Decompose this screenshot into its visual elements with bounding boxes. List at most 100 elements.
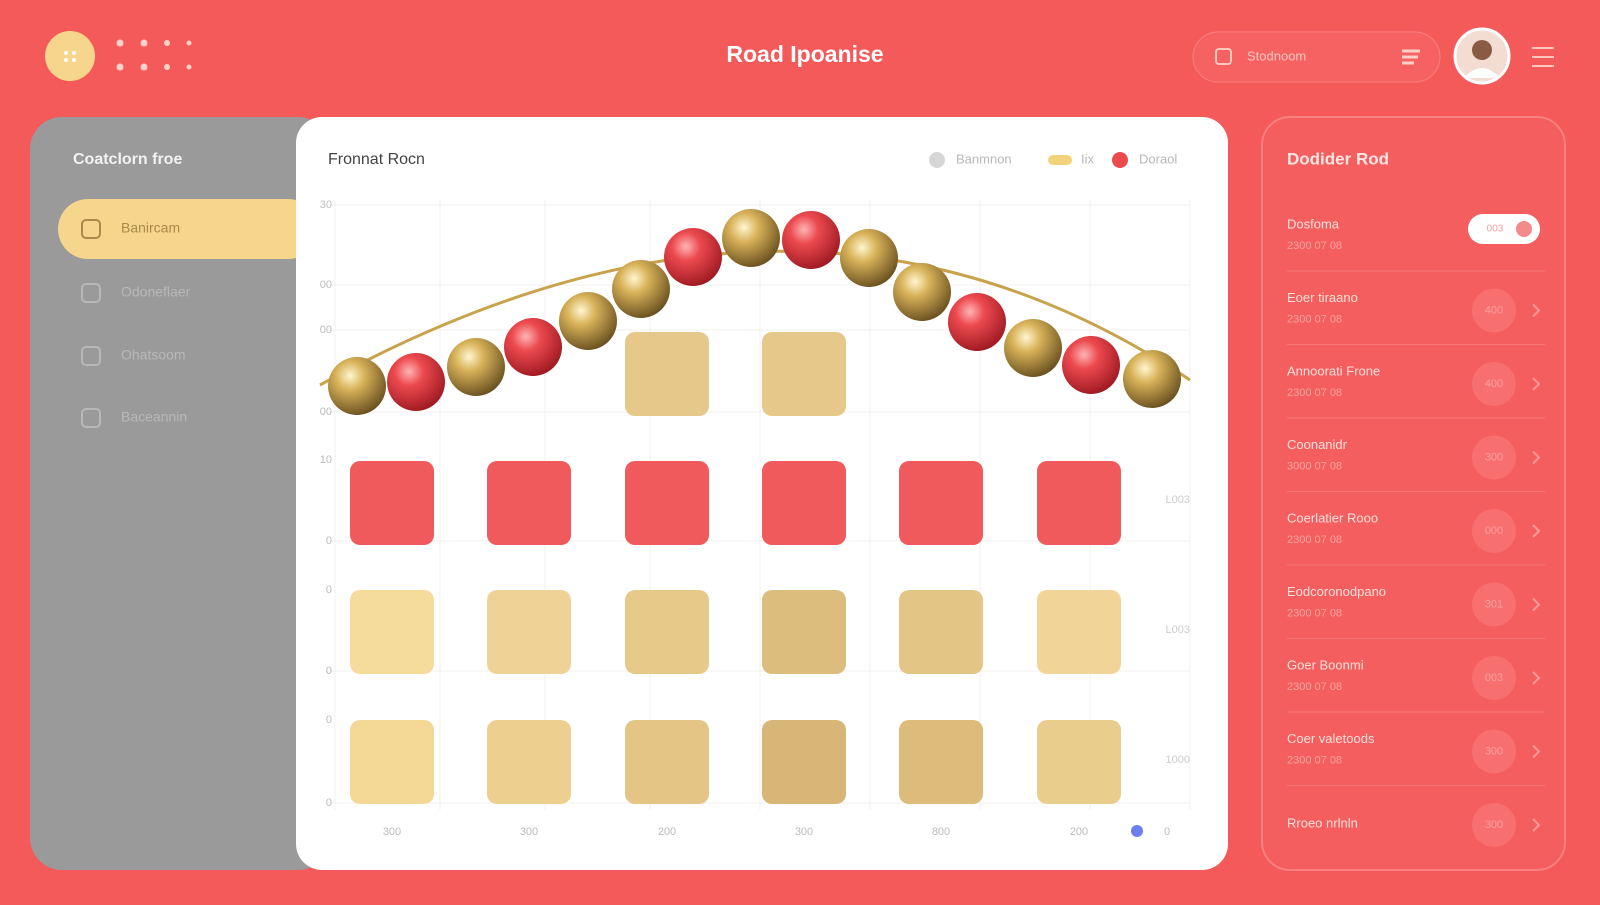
legend-label[interactable]: Iix — [1081, 151, 1095, 166]
bead — [893, 263, 951, 321]
chevron[interactable] — [1532, 303, 1541, 318]
nav-item[interactable]: Baceannin — [121, 409, 187, 425]
tile — [762, 332, 846, 416]
list-item-name[interactable]: Rroeo nrlnln — [1287, 815, 1358, 830]
chevron[interactable] — [1532, 450, 1541, 465]
x-label: 300 — [520, 826, 538, 838]
list-badge-bg — [1472, 509, 1516, 553]
y-label: 10 — [320, 454, 332, 466]
chevron[interactable] — [1532, 524, 1541, 538]
chevron[interactable] — [1532, 377, 1541, 391]
tile — [350, 461, 434, 545]
sidebar-active — [58, 199, 318, 259]
bead-string — [319, 249, 1191, 387]
list-item-name[interactable]: Goer Boonmi — [1287, 657, 1364, 672]
list-item-name[interactable]: Coer valetoods — [1287, 731, 1375, 746]
chevron[interactable] — [1532, 671, 1541, 685]
list-badge-bg — [1472, 729, 1516, 774]
nav-icon — [81, 408, 101, 428]
list-item-sub: 2300 07 08 — [1287, 607, 1342, 619]
list-item-name[interactable]: Eodcoronodpano — [1287, 584, 1386, 599]
tile — [625, 461, 709, 545]
corner-dot — [1131, 825, 1143, 837]
y-label: 00 — [320, 406, 332, 418]
list-badge: 301 — [1485, 598, 1503, 610]
list-badge-bg — [1472, 803, 1516, 847]
filter-icon[interactable] — [1402, 49, 1420, 65]
y-label: 0 — [326, 797, 332, 809]
tile — [899, 590, 983, 674]
list-item-name[interactable]: Coonanidr — [1287, 437, 1348, 452]
chevron[interactable] — [1532, 597, 1541, 612]
sidebar-title: Coatclorn froe — [73, 151, 182, 168]
y-label-right: L003 — [1166, 494, 1190, 506]
nav-icon — [81, 346, 101, 366]
y-label: 0 — [326, 714, 332, 726]
bead — [328, 357, 386, 415]
chevron[interactable] — [1532, 744, 1541, 759]
list-item-sub: 2300 07 08 — [1287, 681, 1342, 693]
logo-dots — [64, 51, 76, 62]
list-badge-bg — [1472, 362, 1516, 406]
bead — [504, 318, 562, 376]
bead — [447, 338, 505, 396]
bead — [387, 353, 445, 411]
list-item-name[interactable]: Coerlatier Rooo — [1287, 510, 1378, 525]
list-badge: 300 — [1485, 451, 1503, 463]
nav-item[interactable]: Odoneflaer — [121, 284, 191, 300]
bead — [1062, 336, 1120, 394]
corner-label: 0 — [1164, 826, 1170, 838]
legend-label[interactable]: Banmnon — [956, 151, 1012, 166]
list-item-name[interactable]: Annoorati Frone — [1287, 363, 1380, 378]
list-item-sub: 2300 07 08 — [1287, 754, 1342, 766]
list-item-name[interactable]: Dosfoma — [1287, 216, 1340, 231]
list-item-sub: 2300 07 08 — [1287, 534, 1342, 546]
list-item-sub: 2300 07 08 — [1287, 240, 1342, 252]
tile — [487, 461, 571, 545]
avatar-body — [1464, 68, 1500, 78]
nav-icon — [81, 219, 101, 239]
bead — [612, 260, 670, 318]
list-badge: 300 — [1485, 745, 1503, 757]
y-label: 0 — [326, 665, 332, 677]
tile — [1037, 720, 1121, 804]
menu-icon[interactable] — [1532, 47, 1554, 67]
legend-label[interactable]: Doraol — [1139, 151, 1177, 166]
search-box[interactable] — [1192, 31, 1441, 83]
chevron[interactable] — [1532, 818, 1541, 832]
tile — [899, 720, 983, 804]
bead — [722, 209, 780, 267]
y-label-right: 1000 — [1166, 754, 1190, 766]
tile — [762, 720, 846, 804]
tile — [899, 461, 983, 545]
nav-item[interactable]: Ohatsoom — [121, 347, 186, 363]
bead — [1123, 350, 1181, 408]
list-badge: 300 — [1485, 819, 1503, 831]
y-label: 0 — [326, 535, 332, 547]
search-placeholder: Stodnoom — [1247, 48, 1306, 63]
list-item-sub: 3000 07 08 — [1287, 460, 1342, 472]
nav-item[interactable]: Banircam — [121, 220, 180, 236]
tile — [487, 720, 571, 804]
list-badge: 003 — [1487, 224, 1504, 235]
avatar-head — [1472, 40, 1492, 60]
y-label: 00 — [320, 324, 332, 336]
x-label: 300 — [383, 826, 401, 838]
y-label-right: L003 — [1166, 624, 1190, 636]
list-item-sub: 2300 07 08 — [1287, 387, 1342, 399]
list-badge-bg — [1472, 435, 1516, 480]
bead — [559, 292, 617, 350]
list-badge: 003 — [1485, 672, 1503, 684]
legend-swatch — [929, 152, 945, 168]
nav-icon — [81, 283, 101, 303]
list-item-sub: 2300 07 08 — [1287, 313, 1342, 325]
tile — [350, 590, 434, 674]
app-logo[interactable] — [45, 31, 95, 81]
bead — [664, 228, 722, 286]
list-badge: 400 — [1485, 304, 1503, 316]
y-label: 30 — [320, 199, 332, 211]
y-label: 0 — [326, 584, 332, 596]
list-item-name[interactable]: Eoer tiraano — [1287, 290, 1358, 305]
panel-title: Fronnat Rocn — [328, 151, 425, 168]
